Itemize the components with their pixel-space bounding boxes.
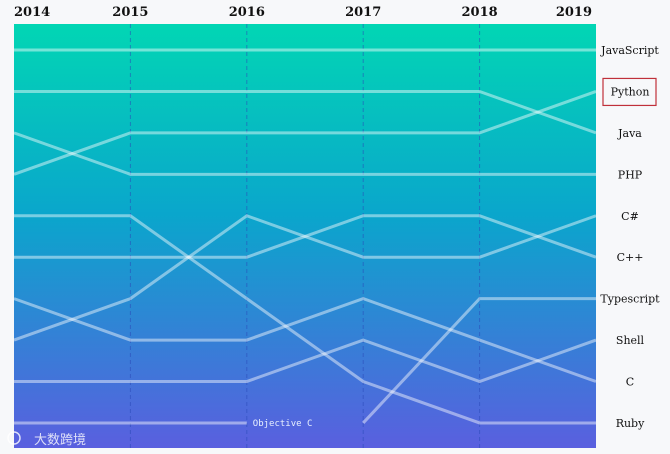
year-tick-label: 2019 (556, 5, 592, 20)
series-label-javascript: JavaScript (600, 44, 659, 57)
series-line-c- (14, 214, 597, 259)
series-line-java (14, 89, 597, 135)
series-label-php: PHP (618, 168, 643, 181)
series-line-shell (14, 338, 597, 384)
series-label-ruby: Ruby (616, 417, 645, 430)
series-label-typescript: Typescript (600, 293, 660, 306)
highlight-box (602, 77, 657, 107)
series-line-c (13, 297, 597, 383)
series-label-c-: C# (621, 210, 639, 223)
series-line-php (13, 131, 596, 176)
year-tick-label: 2018 (462, 5, 498, 20)
series-label-shell: Shell (616, 334, 645, 347)
series-line-c- (13, 214, 597, 342)
series-line-python (13, 90, 597, 176)
series-line-typescript (362, 297, 596, 424)
series-label-objective-c: Objective C (253, 419, 313, 429)
series-label-python: Python (611, 85, 650, 98)
year-tick-label: 2015 (112, 5, 148, 20)
series-label-c: C (626, 376, 634, 389)
series-label-c-: C++ (617, 251, 644, 264)
svg-text:大数跨境: 大数跨境 (34, 433, 86, 448)
year-tick-label: 2014 (14, 5, 50, 20)
watermark-logo: 大数跨境 (7, 431, 86, 448)
year-tick-label: 2016 (229, 5, 265, 20)
series-line-ruby (14, 214, 596, 425)
plot-area (14, 24, 596, 448)
year-tick-label: 2017 (345, 5, 381, 20)
series-label-java: Java (617, 127, 642, 140)
